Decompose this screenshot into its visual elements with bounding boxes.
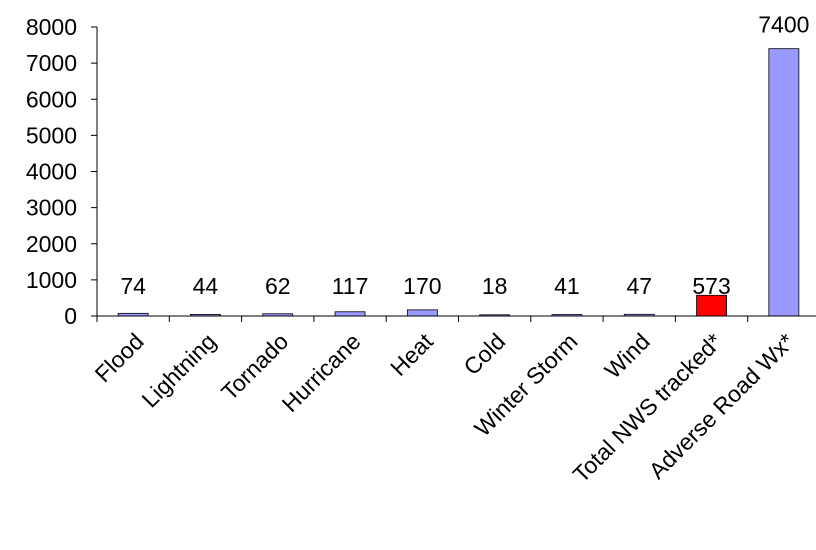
data-label: 170 [403, 273, 441, 299]
data-labels: 74 44 62 117 170 18 41 47 573 7400 [120, 12, 809, 299]
y-tick-label: 4000 [26, 159, 77, 185]
y-tick-label: 6000 [26, 86, 77, 112]
category-label: Lightning [137, 328, 221, 412]
bar [406, 309, 438, 317]
data-label: 62 [265, 273, 291, 299]
y-tick-label: 2000 [26, 231, 77, 257]
x-axis [96, 315, 816, 322]
category-label: Wind [599, 328, 654, 383]
data-label: 44 [193, 273, 219, 299]
data-label: 18 [482, 273, 508, 299]
data-label: 117 [332, 273, 369, 299]
category-label: Hurricane [277, 328, 366, 417]
y-tick-label: 1000 [26, 267, 77, 293]
category-label: Cold [458, 328, 510, 380]
y-tick-label: 7000 [26, 50, 77, 76]
data-label: 47 [626, 273, 652, 299]
data-label: 573 [692, 273, 730, 299]
category-label: Flood [90, 328, 149, 387]
data-label: 41 [554, 273, 580, 299]
y-tick-label: 8000 [26, 14, 77, 40]
bar [768, 48, 800, 317]
y-axis: 0 1000 2000 3000 4000 5000 6000 7000 8000 [26, 14, 98, 329]
y-tick-label: 5000 [26, 122, 77, 148]
y-tick-label: 3000 [26, 195, 77, 221]
data-label: 74 [120, 273, 146, 299]
category-label: Heat [385, 328, 438, 381]
bar [334, 311, 366, 317]
y-tick-label: 0 [64, 303, 77, 329]
bars [117, 48, 800, 317]
data-label: 7400 [758, 12, 809, 38]
